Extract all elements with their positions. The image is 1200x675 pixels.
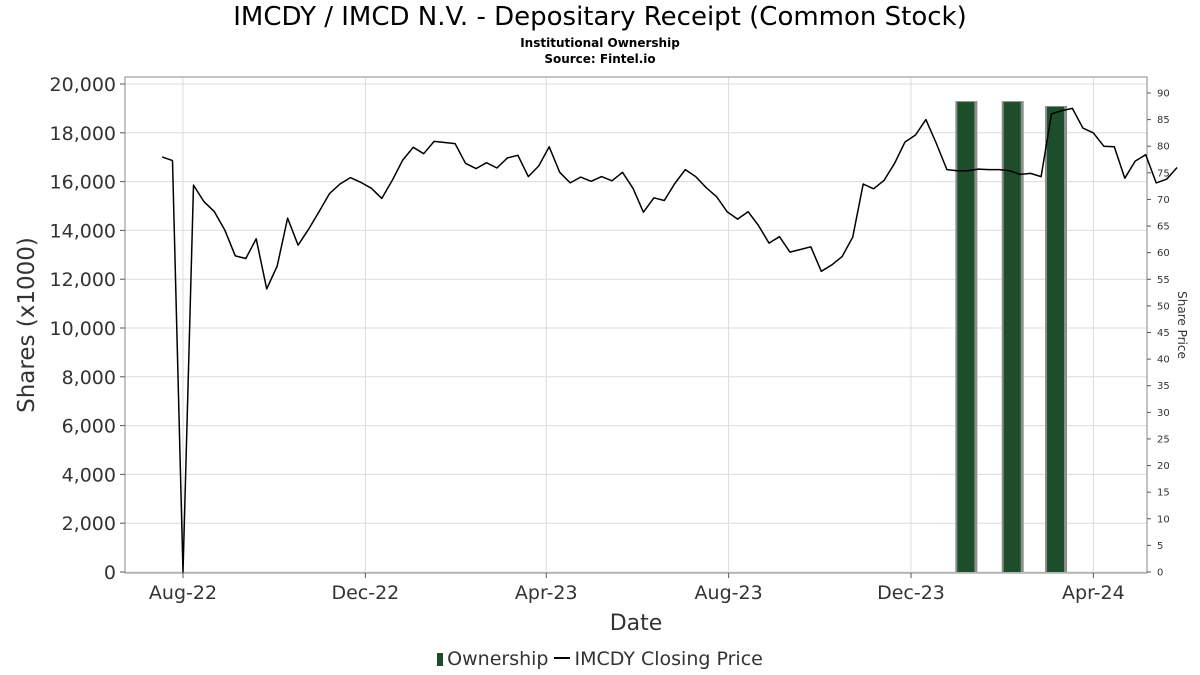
y-tick-label: 6,000: [62, 416, 116, 438]
x-tick-label: Aug-22: [149, 582, 217, 604]
x-tick-label: Aug-23: [695, 582, 763, 604]
y-tick-label: 0: [104, 562, 116, 584]
y2-tick-label: 90: [1157, 89, 1170, 100]
ownership-bar: [1047, 106, 1065, 573]
y-axis-title: Shares (x1000): [14, 237, 40, 413]
x-tick-label: Apr-23: [515, 582, 578, 604]
y2-axis-title: Share Price: [1175, 291, 1189, 359]
price-line-layer: [161, 107, 1178, 573]
axes: 0 2,000 4,000 6,000 8,000 10,000 12,000 14,000 1…: [50, 74, 1170, 604]
ownership-bar: [957, 102, 975, 572]
chart-source: Source: Fintel.io: [544, 52, 656, 66]
plot-frame: [124, 76, 1148, 574]
y-tick-label: 14,000: [50, 220, 116, 242]
chart-subtitle: Institutional Ownership: [520, 36, 680, 50]
y2-tick-label: 75: [1157, 168, 1170, 179]
ownership-bars: [955, 101, 1068, 573]
legend-price-swatch: [554, 657, 571, 659]
y2-tick-label: 85: [1157, 115, 1170, 126]
y2-tick-label: 15: [1157, 488, 1170, 499]
y2-tick-label: 30: [1157, 408, 1170, 419]
y-tick-label: 2,000: [62, 513, 116, 535]
legend-ownership-swatch: [437, 653, 444, 666]
legend-ownership-label: Ownership: [447, 648, 549, 670]
y2-tick-label: 0: [1157, 568, 1163, 579]
y-tick-label: 4,000: [62, 464, 116, 486]
ownership-bar: [1003, 102, 1021, 572]
y2-tick-label: 65: [1157, 222, 1170, 233]
y2-tick-label: 60: [1157, 248, 1170, 259]
x-axis-title: Date: [610, 611, 663, 636]
y-tick-label: 10,000: [50, 318, 116, 340]
y-tick-label: 16,000: [50, 172, 116, 194]
y2-tick-label: 10: [1157, 514, 1170, 525]
y-tick-label: 20,000: [50, 74, 116, 96]
chart-legend: Ownership IMCDY Closing Price: [0, 648, 1200, 670]
x-tick-label: Apr-24: [1062, 582, 1125, 604]
y-tick-label: 12,000: [50, 269, 116, 291]
y2-tick-label: 35: [1157, 381, 1170, 392]
price-line: [161, 107, 1178, 573]
legend-price-label: IMCDY Closing Price: [574, 648, 763, 670]
y2-tick-label: 80: [1157, 142, 1170, 153]
chart-title: IMCDY / IMCD N.V. - Depositary Receipt (…: [233, 2, 967, 32]
y-tick-label: 8,000: [62, 367, 116, 389]
x-tick-label: Dec-22: [331, 582, 399, 604]
x-tick-label: Dec-23: [877, 582, 945, 604]
y2-tick-label: 20: [1157, 461, 1170, 472]
y2-tick-label: 50: [1157, 301, 1170, 312]
y2-tick-label: 40: [1157, 355, 1170, 366]
y-tick-label: 18,000: [50, 123, 116, 145]
y2-tick-label: 70: [1157, 195, 1170, 206]
y2-tick-label: 5: [1157, 541, 1163, 552]
y2-tick-label: 55: [1157, 275, 1170, 286]
y2-tick-label: 25: [1157, 434, 1170, 445]
y2-tick-label: 45: [1157, 328, 1170, 339]
grid-lines: [125, 77, 1147, 573]
